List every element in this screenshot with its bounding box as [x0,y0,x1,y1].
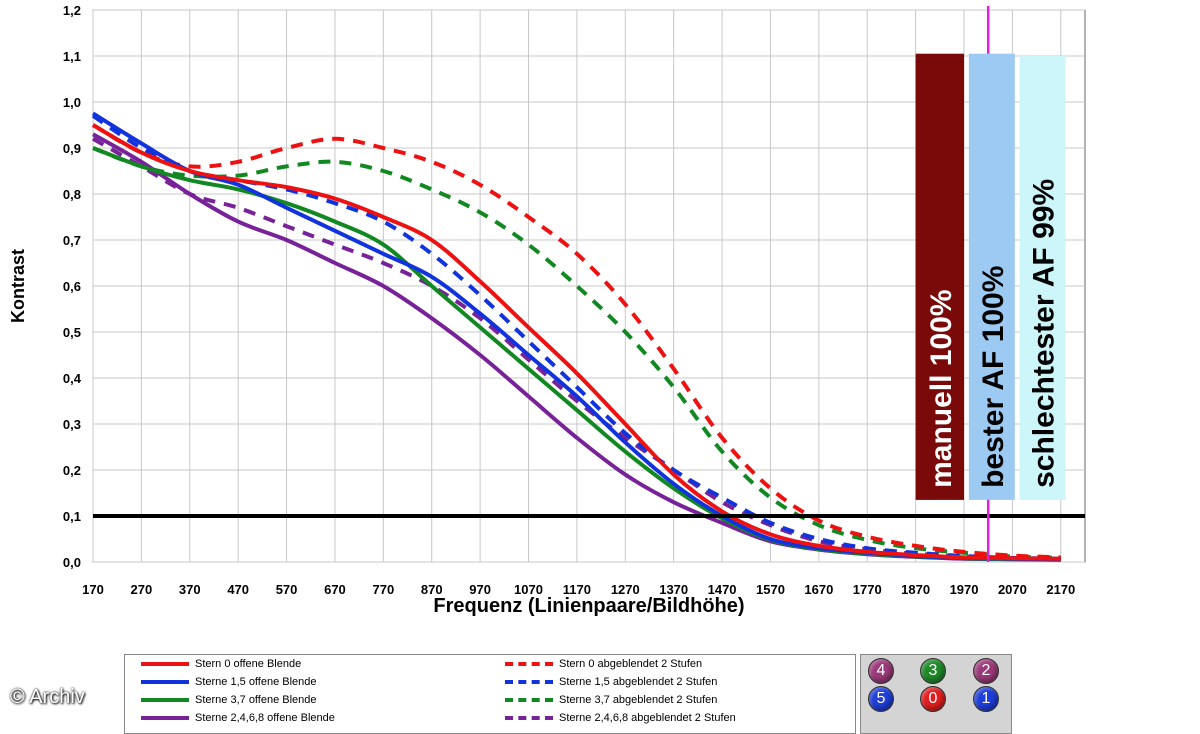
legend-item: Sterne 2,4,6,8 offene Blende [141,710,335,726]
series-line [92,123,1061,560]
legend-swatch [505,680,553,684]
legend-swatch [141,680,189,684]
y-tick-label: 0,0 [63,555,81,570]
star-marker: 2 [973,658,999,684]
y-axis-title: Kontrast [8,249,28,323]
star-marker: 3 [920,658,946,684]
annotation-bar [968,53,1015,500]
x-tick-label: 270 [131,582,153,597]
x-tick-label: 570 [276,582,298,597]
legend-label: Sterne 2,4,6,8 abgeblendet 2 Stufen [559,712,736,724]
x-tick-label: 1470 [708,582,737,597]
x-tick-label: 970 [469,582,491,597]
legend-label: Sterne 3,7 abgeblendet 2 Stufen [559,694,718,706]
x-tick-label: 670 [324,582,346,597]
legend-item: Sterne 1,5 abgeblendet 2 Stufen [505,674,717,690]
annotation-bar [915,53,965,500]
star-marker: 4 [868,658,894,684]
y-tick-label: 1,2 [63,3,81,18]
legend-item: Sterne 1,5 offene Blende [141,674,317,690]
y-tick-label: 0,1 [63,509,81,524]
legend-swatch [505,662,553,666]
y-tick-label: 0,6 [63,279,81,294]
x-tick-label: 170 [82,582,104,597]
legend-swatch [141,662,189,666]
x-tick-label: 370 [179,582,201,597]
series-line [92,123,1061,561]
y-tick-label: 0,4 [63,371,82,386]
legend-label: Stern 0 abgeblendet 2 Stufen [559,658,703,670]
x-tick-label: 770 [372,582,394,597]
legend-item: Sterne 2,4,6,8 abgeblendet 2 Stufen [505,710,736,726]
x-tick-label: 2070 [998,582,1027,597]
star-marker: 0 [920,686,946,712]
x-tick-label: 1170 [563,582,591,597]
annotation-bar-label: manuell 100% [925,289,958,487]
legend: Stern 0 offene Blende Sterne 1,5 offene B… [124,654,856,734]
legend-item: Stern 0 offene Blende [141,656,301,672]
star-marker: 5 [868,686,894,712]
legend-label: Sterne 3,7 offene Blende [195,694,317,706]
x-tick-label: 870 [421,582,443,597]
y-tick-label: 0,9 [63,141,81,156]
x-tick-label: 1670 [804,582,833,597]
annotation-bar-label: schlechtester AF 99% [1028,179,1061,488]
x-tick-label: 1070 [514,582,543,597]
series-line [92,137,1061,562]
annotation-bar [1019,56,1066,500]
legend-label: Stern 0 offene Blende [195,658,302,670]
legend-item: Sterne 3,7 abgeblendet 2 Stufen [505,692,717,708]
star-marker: 1 [973,686,999,712]
x-tick-label: 1270 [611,582,640,597]
y-tick-label: 1,0 [63,95,81,110]
x-tick-label: 1770 [853,582,882,597]
legend-label: Sterne 1,5 abgeblendet 2 Stufen [559,676,718,688]
x-tick-label: 1970 [950,582,979,597]
legend-item: Stern 0 abgeblendet 2 Stufen [505,656,702,672]
x-tick-label: 1370 [659,582,688,597]
x-tick-label: 1870 [901,582,930,597]
y-tick-label: 0,5 [63,325,81,340]
y-tick-label: 0,7 [63,233,81,248]
legend-swatch [505,716,553,720]
y-tick-label: 0,2 [63,463,81,478]
legend-label: Sterne 2,4,6,8 offene Blende [195,712,335,724]
x-tick-label: 470 [227,582,249,597]
legend-label: Sterne 1,5 offene Blende [195,676,317,688]
y-tick-label: 1,1 [63,49,81,64]
legend-swatch [141,698,189,702]
y-tick-label: 0,3 [63,417,81,432]
y-tick-label: 0,8 [63,187,81,202]
x-tick-label: 2170 [1046,582,1075,597]
legend-item: Sterne 3,7 offene Blende [141,692,317,708]
series-line [92,146,1061,560]
x-tick-label: 1570 [756,582,785,597]
annotation-bar-label: bester AF 100% [977,266,1010,488]
legend-swatch [505,698,553,702]
x-axis-title: Frequenz (Linienpaare/Bildhöhe) [433,595,744,617]
copyright-notice: © Archiv [10,686,85,708]
legend-swatch [141,716,189,720]
